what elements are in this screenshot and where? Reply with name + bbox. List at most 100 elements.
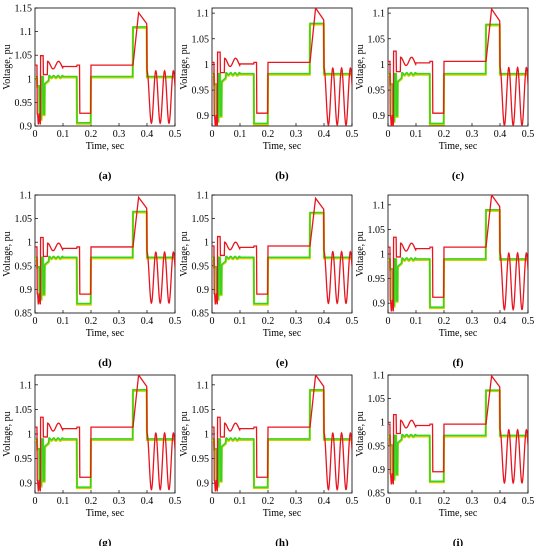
x-tick-label: 0.1	[410, 316, 423, 327]
chart-panel-6: 0 0.1 0.2 0.3 0.4 0.5 0.9 0.95 1 1.05 1.1 Time, sec…	[355, 194, 535, 369]
y-tick-label: 0.95	[15, 98, 33, 109]
plot-frame	[211, 7, 353, 127]
x-tick-label: 0.5	[522, 316, 535, 327]
chart-panel-2: 0 0.1 0.2 0.3 0.4 0.5 0.9 0.95 1 1.05 1.1 Time, sec…	[179, 7, 359, 182]
y-tick-label: 0.95	[368, 441, 386, 452]
x-axis-label: Time, sec	[439, 508, 478, 519]
y-tick-label: 1.05	[15, 214, 33, 225]
plot-frame	[211, 374, 353, 494]
x-tick-label: 0.4	[494, 316, 507, 327]
chart-panel-8: 0 0.1 0.2 0.3 0.4 0.5 0.9 0.95 1 1.05 1.1 Time, sec…	[179, 374, 358, 549]
x-axis-label: Time, sec	[439, 141, 478, 152]
y-tick-label: 0.9	[20, 122, 33, 133]
chart-panel-1: 0 0.1 0.2 0.3 0.4 0.5 0.9 0.95 1 1.05 1.1 1.15 Time,…	[2, 4, 181, 183]
y-tick-label: 0.9	[373, 111, 386, 122]
x-tick-label: 0.5	[346, 316, 359, 327]
plot-frame	[34, 374, 176, 494]
y-tick-label: 1	[380, 250, 385, 261]
series-group	[212, 196, 352, 306]
x-tick-label: 0	[33, 316, 38, 327]
series-line-green	[388, 23, 528, 125]
y-axis-label: Voltage, pu	[179, 231, 190, 276]
x-tick-label: 0.3	[113, 129, 126, 140]
series-line-green	[388, 389, 528, 482]
x-tick-label: 0.3	[113, 316, 126, 327]
series-group	[212, 8, 352, 126]
series-line-green	[35, 26, 175, 124]
x-tick-label: 0.4	[318, 496, 331, 507]
y-tick-label: 0.85	[368, 489, 386, 500]
x-tick-label: 0.4	[141, 496, 154, 507]
x-axis-label: Time, sec	[86, 141, 125, 152]
y-axis-label: Voltage, pu	[179, 44, 190, 89]
series-line-red	[212, 375, 352, 492]
panel-caption: (c)	[452, 170, 465, 182]
series-group	[212, 375, 352, 492]
x-tick-label: 0.5	[169, 316, 182, 327]
y-tick-label: 1.1	[373, 371, 386, 382]
x-tick-label: 0	[386, 316, 391, 327]
x-axis-label: Time, sec	[263, 328, 302, 339]
x-tick-label: 0.3	[113, 496, 126, 507]
y-tick-label: 1	[27, 430, 32, 441]
y-axis-label: Voltage, pu	[179, 411, 190, 456]
y-tick-label: 1	[380, 418, 385, 429]
y-tick-label: 1.05	[368, 394, 386, 405]
x-tick-label: 0.5	[169, 496, 182, 507]
x-tick-label: 0.4	[141, 129, 154, 140]
panel-caption: (f)	[453, 357, 464, 369]
panel-caption: (a)	[99, 170, 112, 182]
y-tick-label: 0.9	[197, 285, 210, 296]
x-tick-label: 0.3	[466, 129, 479, 140]
chart-panel-9: 0 0.1 0.2 0.3 0.4 0.5 0.85 0.9 0.95 1 1.05 1.1 Time,…	[355, 371, 534, 550]
x-tick-label: 0.2	[85, 316, 98, 327]
plot-frame	[34, 7, 176, 127]
series-line-green	[212, 389, 352, 488]
series-line-red	[35, 375, 175, 492]
x-tick-label: 0.1	[234, 316, 247, 327]
y-tick-label: 0.9	[373, 299, 386, 310]
y-tick-label: 1.05	[368, 225, 386, 236]
x-tick-label: 0.2	[85, 496, 98, 507]
x-tick-label: 0.1	[234, 129, 247, 140]
series-group	[35, 10, 175, 125]
panel-caption: (b)	[275, 170, 289, 182]
plot-frame	[34, 194, 176, 314]
y-tick-label: 1.15	[15, 4, 33, 15]
y-tick-label: 1	[204, 430, 209, 441]
chart-panel-4: 0 0.1 0.2 0.3 0.4 0.5 0.85 0.9 0.95 1 1.05 1.1 Time,…	[2, 191, 181, 370]
series-group	[388, 375, 528, 485]
y-tick-label: 1.05	[192, 405, 210, 416]
x-tick-label: 0	[210, 316, 215, 327]
x-tick-label: 0.3	[290, 129, 303, 140]
x-tick-label: 0.1	[234, 496, 247, 507]
x-tick-label: 0.2	[262, 496, 275, 507]
series-line-green	[388, 209, 528, 308]
y-tick-label: 1.05	[15, 51, 33, 62]
x-tick-label: 0.5	[346, 129, 359, 140]
y-tick-label: 0.95	[192, 86, 210, 97]
y-tick-label: 0.9	[20, 285, 33, 296]
series-line-red	[212, 196, 352, 305]
series-line-green	[212, 22, 352, 125]
x-tick-label: 0.1	[57, 129, 70, 140]
y-tick-label: 0.9	[20, 479, 33, 490]
series-line-red	[388, 195, 528, 312]
series-line-red	[35, 10, 175, 125]
series-group	[388, 8, 528, 126]
x-axis-label: Time, sec	[263, 508, 302, 519]
y-tick-label: 1	[27, 74, 32, 85]
x-tick-label: 0.4	[318, 316, 331, 327]
x-tick-label: 0	[33, 129, 38, 140]
y-axis-label: Voltage, pu	[2, 411, 13, 456]
plot-frame	[211, 194, 353, 314]
y-tick-label: 0.95	[368, 86, 386, 97]
x-tick-label: 0.2	[438, 496, 451, 507]
x-tick-label: 0	[33, 496, 38, 507]
series-line-red	[35, 195, 175, 305]
x-tick-label: 0.2	[85, 129, 98, 140]
y-tick-label: 1.1	[373, 9, 386, 20]
panel-caption: (d)	[98, 357, 112, 369]
